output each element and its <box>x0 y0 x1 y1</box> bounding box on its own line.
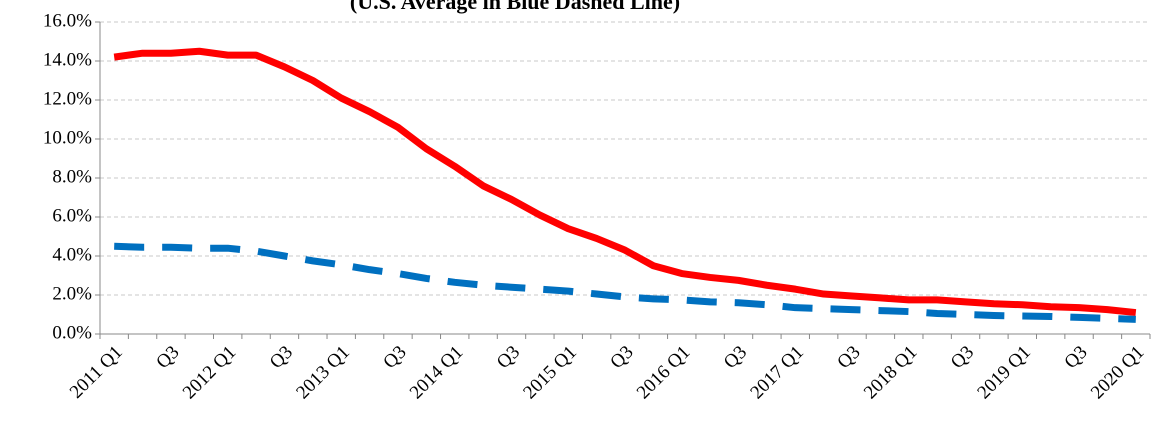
x-tick-label: Q3 <box>1060 342 1091 373</box>
x-tick-label: 2011 Q1 <box>66 342 127 403</box>
x-tick-label: 2019 Q1 <box>973 342 1035 404</box>
y-tick-label: 10.0% <box>43 127 92 148</box>
x-tick-label: 2015 Q1 <box>519 342 581 404</box>
y-tick-label: 8.0% <box>52 166 92 187</box>
x-tick-label: Q3 <box>720 342 751 373</box>
y-tick-label: 6.0% <box>52 205 92 226</box>
x-tick-label: Q3 <box>606 342 637 373</box>
x-tick-label: 2012 Q1 <box>179 342 241 404</box>
x-tick-label: Q3 <box>947 342 978 373</box>
y-tick-label: 14.0% <box>43 49 92 70</box>
x-tick-label: 2013 Q1 <box>292 342 354 404</box>
y-tick-label: 2.0% <box>52 283 92 304</box>
y-tick-label: 16.0% <box>43 10 92 31</box>
y-tick-label: 0.0% <box>52 322 92 343</box>
y-tick-label: 12.0% <box>43 88 92 109</box>
x-tick-label: 2020 Q1 <box>1087 342 1149 404</box>
x-tick-label: 2018 Q1 <box>860 342 922 404</box>
x-tick-label: 2017 Q1 <box>746 342 808 404</box>
y-tick-label: 4.0% <box>52 244 92 265</box>
x-tick-label: 2014 Q1 <box>406 342 468 404</box>
data-line <box>113 47 1137 317</box>
x-tick-label: Q3 <box>833 342 864 373</box>
x-tick-label: Q3 <box>379 342 410 373</box>
x-tick-label: 2016 Q1 <box>633 342 695 404</box>
x-tick-label: Q3 <box>152 342 183 373</box>
x-tick-label: Q3 <box>493 342 524 373</box>
chart-title: (U.S. Average in Blue Dashed Line) <box>350 0 680 14</box>
data-line <box>114 242 1136 323</box>
x-tick-label: Q3 <box>266 342 297 373</box>
